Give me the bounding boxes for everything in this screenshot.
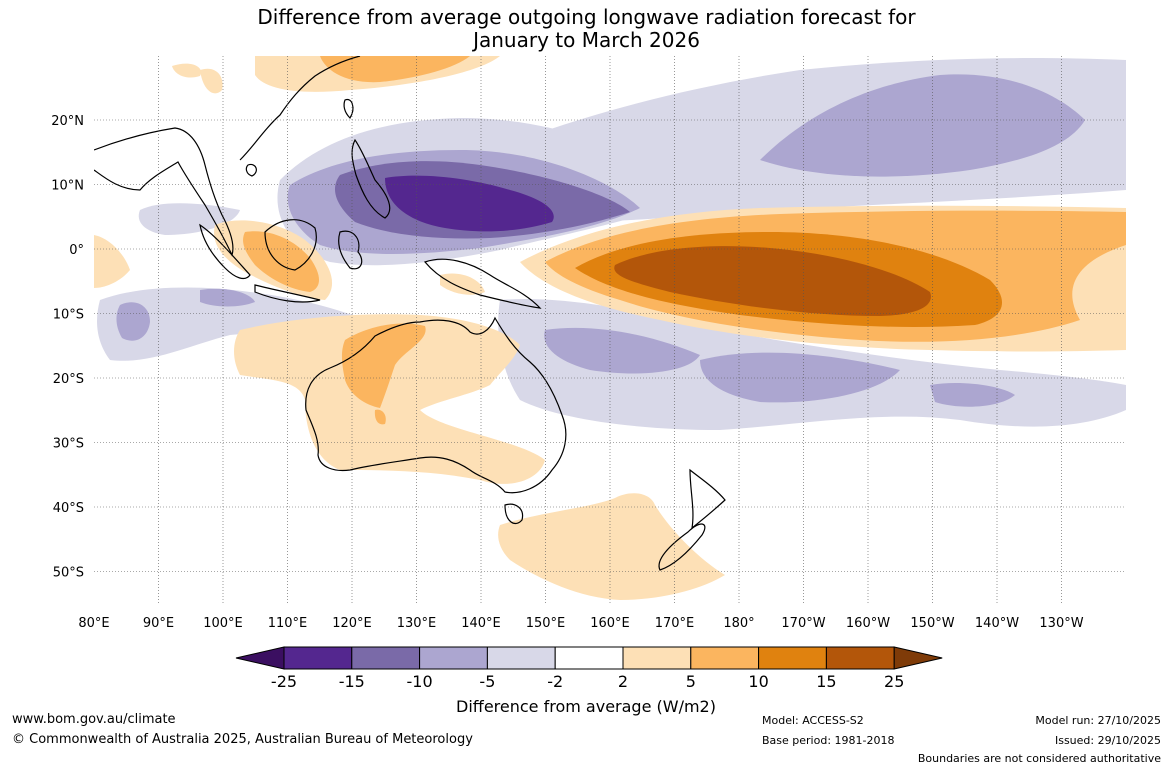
lat-label: 40°S <box>53 501 84 516</box>
coastline-philippines <box>351 138 391 219</box>
anomaly-region-eq-pacific-pos-core <box>614 246 931 316</box>
colorbar-tick-label: 10 <box>748 672 768 691</box>
colorbar-tick-label: -10 <box>407 672 433 691</box>
anomaly-region-australia-pos-light <box>234 314 545 484</box>
colorbar-swatch <box>690 646 760 670</box>
lat-label: 10°S <box>53 308 84 323</box>
footer-url[interactable]: www.bom.gov.au/climate <box>12 712 176 727</box>
lon-label: 130°W <box>1039 616 1083 631</box>
anomaly-region-east-asia-pos-b <box>172 63 201 78</box>
anomaly-region-indian-ocean-neg-b <box>97 287 361 361</box>
lon-label: 100°E <box>203 616 243 631</box>
anomaly-region-indian-ocean-neg-c <box>116 302 150 341</box>
colorbar-tick-label: 25 <box>884 672 904 691</box>
colorbar-swatch <box>554 646 624 670</box>
longitude-labels: 80°E 90°E 100°E 110°E 120°E 130°E 140°E 150°E 16… <box>78 616 1083 631</box>
anomaly-region-spcz-neg-mid-a <box>544 327 700 374</box>
chart-title-line-2: January to March 2026 <box>473 28 700 52</box>
colorbar-title: Difference from average (W/m2) <box>456 697 716 716</box>
colorbar-lower-arrow <box>235 646 285 670</box>
colorbar-swatch <box>758 646 827 670</box>
anomaly-region-east-asia-pos-a <box>200 68 223 94</box>
lon-label: 160°E <box>590 616 630 631</box>
lon-label: 140°W <box>975 616 1019 631</box>
coastline-java <box>254 284 321 303</box>
footer-model: Model: ACCESS-S2 <box>762 714 864 727</box>
coastline-new-zealand-south <box>658 523 706 571</box>
anomaly-region-maritime-pos-mid <box>243 231 319 292</box>
coastline-borneo <box>264 219 317 271</box>
anomaly-region-arabian-sea-pos <box>94 235 130 288</box>
colorbar-swatch <box>419 646 488 670</box>
chart-title-line-1: Difference from average outgoing longwav… <box>257 5 916 29</box>
anomaly-region-spcz-neg-mid-b <box>700 352 900 403</box>
colorbar-swatch <box>622 646 692 670</box>
colorbar-tick-label: -2 <box>547 672 563 691</box>
gridlines <box>94 56 1126 604</box>
lon-label: 170°W <box>781 616 825 631</box>
colorbar-swatch <box>825 646 895 670</box>
colorbar-tick-label: 5 <box>686 672 696 691</box>
anomaly-region-west-australia-pos <box>374 409 386 425</box>
anomaly-region-australia-pos-mid <box>341 323 426 408</box>
anomaly-region-spcz-neg-mid-c <box>930 383 1015 407</box>
lon-label: 110°E <box>268 616 308 631</box>
coastline-hainan <box>245 163 257 177</box>
lon-label: 140°E <box>461 616 501 631</box>
lat-label: 30°S <box>53 437 84 452</box>
footer-model-run: Model run: 27/10/2025 <box>1035 714 1161 727</box>
colorbar-swatch <box>486 646 556 670</box>
anomaly-region-indian-ocean-neg-d <box>200 288 255 307</box>
anomaly-field <box>94 56 1126 600</box>
lon-label: 170°E <box>655 616 695 631</box>
anomaly-region-tasman-pos <box>498 493 725 600</box>
lon-label: 160°W <box>846 616 890 631</box>
colorbar-upper-arrow <box>893 646 943 670</box>
coastline-sulawesi <box>338 230 363 270</box>
lon-label: 150°W <box>910 616 954 631</box>
colorbar-tick-label: 15 <box>816 672 836 691</box>
lon-label: 80°E <box>78 616 109 631</box>
coastline-china-coast <box>239 56 361 161</box>
lat-label: 0° <box>69 243 84 258</box>
footer-base-period: Base period: 1981-2018 <box>762 734 895 747</box>
lat-label: 10°N <box>51 179 84 194</box>
coastline-australia <box>305 316 567 494</box>
colorbar-tick-label: -5 <box>479 672 495 691</box>
lon-label: 90°E <box>143 616 174 631</box>
lat-label: 20°S <box>53 372 84 387</box>
anomaly-region-png-pos <box>440 273 485 295</box>
lon-label: 180° <box>723 616 754 631</box>
anomaly-region-west-pacific-neg-core <box>385 175 554 232</box>
coastline-tasmania <box>504 503 524 525</box>
colorbar-tick-label: 2 <box>618 672 628 691</box>
colorbar-swatch <box>351 646 421 670</box>
coastline-southeast-asia <box>94 127 234 257</box>
lon-label: 120°E <box>332 616 372 631</box>
lon-label: 130°E <box>397 616 437 631</box>
footer-issued: Issued: 29/10/2025 <box>1054 734 1161 747</box>
lat-label: 20°N <box>51 114 84 129</box>
lat-label: 50°S <box>53 566 84 581</box>
colorbar: -25 -15 -10 -5 -2 2 5 10 15 25 <box>235 646 943 691</box>
colorbar-tick-label: -25 <box>271 672 297 691</box>
lon-label: 150°E <box>526 616 566 631</box>
footer-copyright: © Commonwealth of Australia 2025, Austra… <box>12 732 473 747</box>
coastline-sumatra <box>199 223 251 280</box>
anomaly-region-east-asia-pos-mid <box>320 56 470 83</box>
coastline-taiwan <box>343 98 354 119</box>
colorbar-swatch <box>283 646 353 670</box>
coastline-new-guinea <box>423 258 542 309</box>
coastline-new-zealand-north <box>689 468 726 530</box>
footer-disclaimer: Boundaries are not considered authoritat… <box>917 752 1161 765</box>
latitude-labels: 20°N 10°N 0° 10°S 20°S 30°S 40°S 50°S <box>51 114 84 581</box>
anomaly-region-north-pacific-neg-mid <box>760 74 1085 177</box>
coastlines <box>94 56 726 571</box>
colorbar-tick-label: -15 <box>339 672 365 691</box>
